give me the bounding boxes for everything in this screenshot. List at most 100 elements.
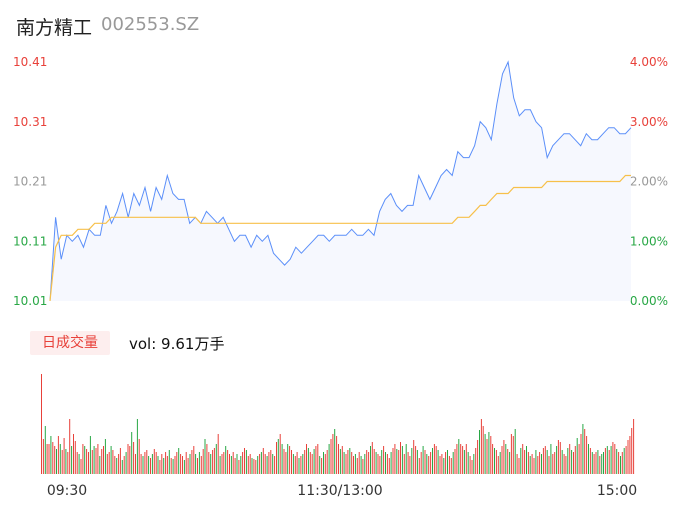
- volume-bar: [150, 458, 151, 474]
- volume-bar: [89, 436, 91, 474]
- volume-bar: [623, 448, 625, 474]
- volume-bar: [608, 450, 610, 474]
- volume-bar: [450, 458, 452, 474]
- volume-bar: [439, 456, 441, 474]
- y-left-tick-label: 10.31: [13, 115, 47, 129]
- volume-bar: [522, 444, 524, 474]
- volume-bar: [110, 446, 112, 474]
- volume-bar: [78, 454, 80, 474]
- volume-bar: [108, 452, 110, 474]
- volume-bar: [283, 449, 285, 474]
- volume-bar: [381, 450, 383, 474]
- volume-bar: [151, 454, 153, 474]
- volume-bar: [52, 442, 54, 474]
- volume-bar: [236, 454, 238, 474]
- volume-bar: [494, 448, 495, 474]
- volume-bar: [601, 454, 603, 474]
- volume-bar: [307, 448, 309, 474]
- volume-bar: [99, 456, 101, 474]
- volume-bar: [61, 450, 63, 474]
- volume-bar: [91, 450, 93, 474]
- volume-bar: [277, 439, 279, 474]
- volume-bar: [593, 454, 595, 474]
- volume-bar: [48, 444, 50, 474]
- volume-bar: [505, 444, 507, 474]
- volume-bar: [625, 446, 627, 474]
- volume-bar: [563, 454, 565, 474]
- volume-bar: [458, 439, 460, 474]
- volume-bar: [473, 454, 475, 474]
- volume-bar: [317, 444, 319, 474]
- volume-bar: [550, 444, 552, 474]
- volume-bar: [503, 440, 505, 474]
- volume-bar: [294, 456, 296, 474]
- volume-bar: [467, 452, 469, 474]
- volume-bar: [57, 436, 59, 474]
- volume-bar: [447, 450, 448, 474]
- volume-bar: [183, 460, 185, 474]
- volume-bar: [125, 452, 127, 474]
- volume-bar: [552, 454, 554, 474]
- volume-bar: [386, 454, 388, 474]
- volume-bar: [253, 459, 255, 474]
- volume-bar: [486, 439, 488, 474]
- volume-bar: [463, 450, 465, 474]
- volume-bar: [398, 450, 400, 474]
- volume-bar: [95, 448, 97, 474]
- volume-bar: [599, 456, 601, 474]
- volume-bar: [535, 450, 537, 474]
- volume-bar: [200, 456, 202, 474]
- volume-bar: [354, 454, 356, 474]
- volume-bar: [356, 458, 358, 474]
- price-line: [49, 60, 632, 302]
- volume-bar: [452, 452, 454, 474]
- volume-bar: [229, 454, 230, 474]
- volume-bar: [375, 452, 377, 474]
- volume-bar: [370, 446, 371, 474]
- volume-bar: [182, 456, 183, 474]
- volume-bar: [571, 450, 573, 474]
- volume-bar: [165, 452, 167, 474]
- daily-volume-tab[interactable]: 日成交量: [30, 331, 110, 355]
- volume-bar: [133, 442, 135, 474]
- volume-bar: [259, 454, 261, 474]
- volume-bar: [341, 446, 343, 474]
- volume-bar: [176, 452, 178, 474]
- volume-bar: [319, 456, 321, 474]
- volume-bar: [185, 452, 187, 474]
- volume-readout: vol: 9.61万手: [129, 335, 225, 353]
- volume-bar: [217, 434, 219, 474]
- volume-bar: [529, 456, 531, 474]
- volume-bar: [298, 458, 300, 474]
- volume-bar: [238, 460, 240, 474]
- volume-bar: [475, 448, 477, 474]
- volume-bar: [526, 446, 527, 474]
- volume-bar: [415, 446, 417, 474]
- volume-bar: [118, 454, 120, 474]
- volume-bar: [586, 436, 588, 474]
- volume-bar: [302, 454, 304, 474]
- volume-bar: [174, 456, 176, 474]
- y-left-tick-label: 10.01: [13, 294, 47, 308]
- volume-bar: [516, 454, 518, 474]
- volume-bar: [606, 446, 608, 474]
- volume-bar: [324, 454, 326, 474]
- volume-bar: [482, 426, 484, 474]
- y-left-tick-label: 10.21: [13, 175, 47, 189]
- volume-bar: [285, 452, 287, 474]
- volume-bar: [569, 444, 571, 474]
- volume-bar: [618, 452, 620, 474]
- volume-bar: [588, 444, 589, 474]
- volume-bar: [195, 454, 197, 474]
- volume-bar: [589, 448, 591, 474]
- volume-bar: [332, 434, 334, 474]
- volume-bar: [385, 452, 386, 474]
- volume-bar: [170, 458, 172, 474]
- volume-bar: [159, 460, 161, 474]
- volume-bar: [413, 440, 415, 474]
- volume-bar: [379, 456, 381, 474]
- volume-bar: [178, 448, 180, 474]
- volume-bar: [595, 452, 597, 474]
- volume-bar: [556, 446, 558, 474]
- volume-bar: [490, 436, 492, 474]
